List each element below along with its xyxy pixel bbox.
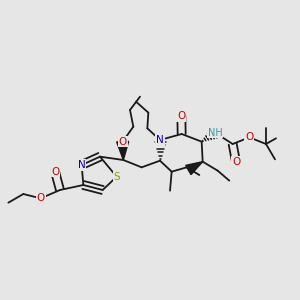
Text: N: N bbox=[156, 135, 164, 145]
Text: O: O bbox=[118, 137, 127, 147]
Polygon shape bbox=[117, 141, 129, 160]
Text: O: O bbox=[177, 111, 185, 121]
Text: O: O bbox=[37, 193, 45, 203]
Text: O: O bbox=[51, 167, 59, 177]
Text: O: O bbox=[245, 132, 254, 142]
Text: O: O bbox=[232, 157, 240, 167]
Text: S: S bbox=[113, 172, 120, 182]
Text: NH: NH bbox=[208, 128, 222, 138]
Text: N: N bbox=[78, 160, 86, 170]
Polygon shape bbox=[186, 162, 203, 175]
